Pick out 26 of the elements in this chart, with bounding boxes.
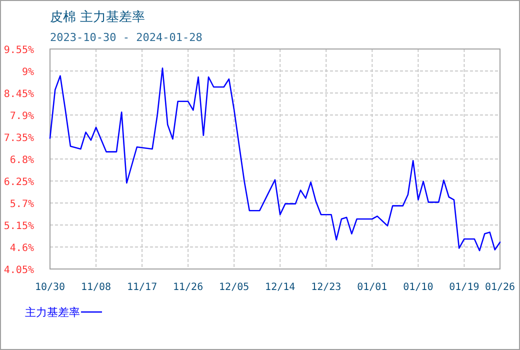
x-tick-label: 12/14	[265, 282, 296, 293]
y-tick-label: 7.9%	[10, 111, 34, 122]
legend-label: 主力基差率	[25, 306, 80, 319]
x-tick-label: 11/08	[80, 282, 112, 293]
y-tick-label: 6.25%	[4, 177, 34, 188]
y-tick-label: 5.15%	[4, 221, 34, 232]
x-tick-label: 01/10	[403, 282, 434, 293]
y-tick-label: 4.6%	[10, 243, 34, 254]
y-tick-label: 8.45%	[4, 89, 34, 100]
x-tick-label: 11/17	[126, 282, 158, 293]
x-tick-label: 01/19	[449, 282, 480, 293]
x-tick-label: 12/23	[311, 282, 342, 293]
x-tick-label: 01/26	[484, 282, 516, 293]
chart-title: 皮棉 主力基差率	[50, 9, 146, 25]
x-tick-label: 10/30	[34, 282, 66, 293]
line-series	[49, 68, 501, 252]
x-tick-label: 11/26	[173, 282, 204, 293]
y-tick-label: 9.55%	[4, 45, 34, 56]
chart-subtitle: 2023-10-30 - 2024-01-28	[50, 31, 202, 44]
y-tick-label: 5.7%	[10, 199, 34, 210]
x-tick-label: 01/01	[357, 282, 388, 293]
x-tick-label: 12/05	[219, 282, 250, 293]
y-tick-label: 9%	[22, 67, 34, 78]
y-tick-label: 6.8%	[10, 155, 34, 166]
y-tick-label: 7.35%	[4, 133, 34, 144]
y-tick-label: 4.05%	[4, 265, 34, 276]
